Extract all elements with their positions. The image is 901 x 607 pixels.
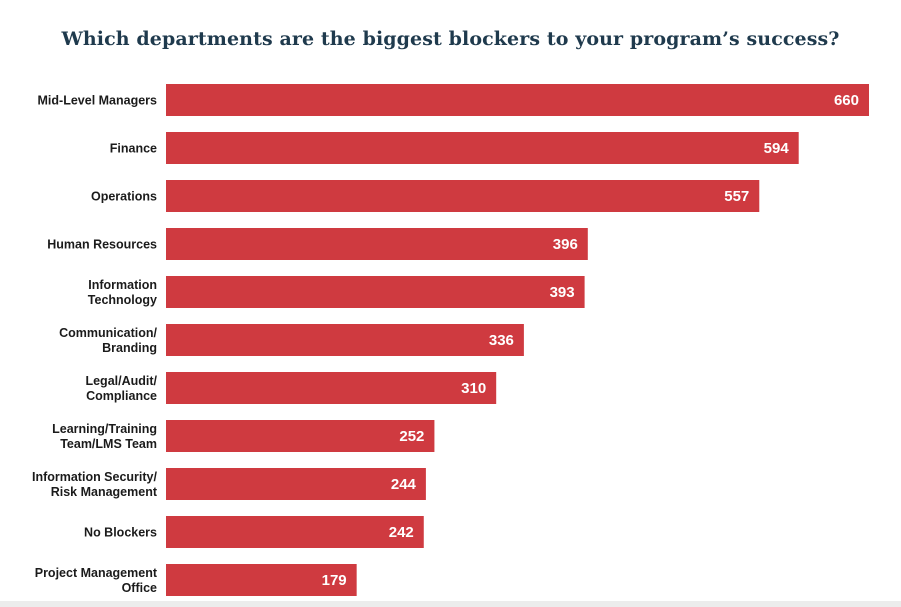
bar-value-label: 252 xyxy=(399,428,424,445)
category-label: Finance xyxy=(110,142,157,156)
category-label: Operations xyxy=(91,190,157,204)
bar-value-label: 557 xyxy=(724,188,749,205)
bar-2 xyxy=(166,180,760,212)
category-label-line: Risk Management xyxy=(51,485,158,499)
category-label-line: Operations xyxy=(91,190,157,204)
category-label-line: Information Security/ xyxy=(32,470,158,484)
bar-6 xyxy=(166,372,497,404)
category-label-line: Mid-Level Managers xyxy=(38,94,158,108)
category-label-line: Information xyxy=(88,278,157,292)
bottom-divider xyxy=(0,601,901,607)
category-label: Communication/Branding xyxy=(59,326,157,355)
category-label-line: Team/LMS Team xyxy=(60,437,157,451)
chart-title: Which departments are the biggest blocke… xyxy=(61,28,840,50)
category-label: Project Management Office xyxy=(35,566,158,595)
category-label-line: Branding xyxy=(102,341,157,355)
category-label: Information Technology xyxy=(88,278,157,307)
category-label-line: Finance xyxy=(110,142,157,156)
bar-value-label: 242 xyxy=(389,524,414,541)
bar-5 xyxy=(166,324,524,356)
category-label: Information Security/Risk Management xyxy=(32,470,158,499)
category-label-line: Compliance xyxy=(86,389,157,403)
category-label-line: Legal/Audit/ xyxy=(85,374,157,388)
category-label-line: No Blockers xyxy=(84,526,157,540)
bar-value-label: 660 xyxy=(834,92,859,109)
bar-9 xyxy=(166,516,424,548)
bar-7 xyxy=(166,420,435,452)
category-label: Mid-Level Managers xyxy=(38,94,158,108)
category-label-line: Communication/ xyxy=(59,326,157,340)
bar-value-label: 244 xyxy=(391,476,417,493)
bar-value-label: 594 xyxy=(764,140,790,157)
category-label: Legal/Audit/Compliance xyxy=(85,374,157,403)
category-label-line: Project Management xyxy=(35,566,158,580)
category-label-line: Learning/Training xyxy=(52,422,157,436)
category-label-line: Office xyxy=(122,581,157,595)
category-label-line: Human Resources xyxy=(47,238,157,252)
bar-value-label: 179 xyxy=(322,572,347,589)
category-label: Human Resources xyxy=(47,238,157,252)
bar-value-label: 336 xyxy=(489,332,514,349)
bar-4 xyxy=(166,276,585,308)
category-label-line: Technology xyxy=(88,293,157,307)
bar-1 xyxy=(166,132,799,164)
bar-value-label: 393 xyxy=(550,284,575,301)
bar-value-label: 310 xyxy=(461,380,486,397)
bar-0 xyxy=(166,84,869,116)
bar-10 xyxy=(166,564,357,596)
category-label: Learning/Training Team/LMS Team xyxy=(52,422,157,451)
bar-3 xyxy=(166,228,588,260)
bar-value-label: 396 xyxy=(553,236,578,253)
bar-8 xyxy=(166,468,426,500)
category-label: No Blockers xyxy=(84,526,157,540)
